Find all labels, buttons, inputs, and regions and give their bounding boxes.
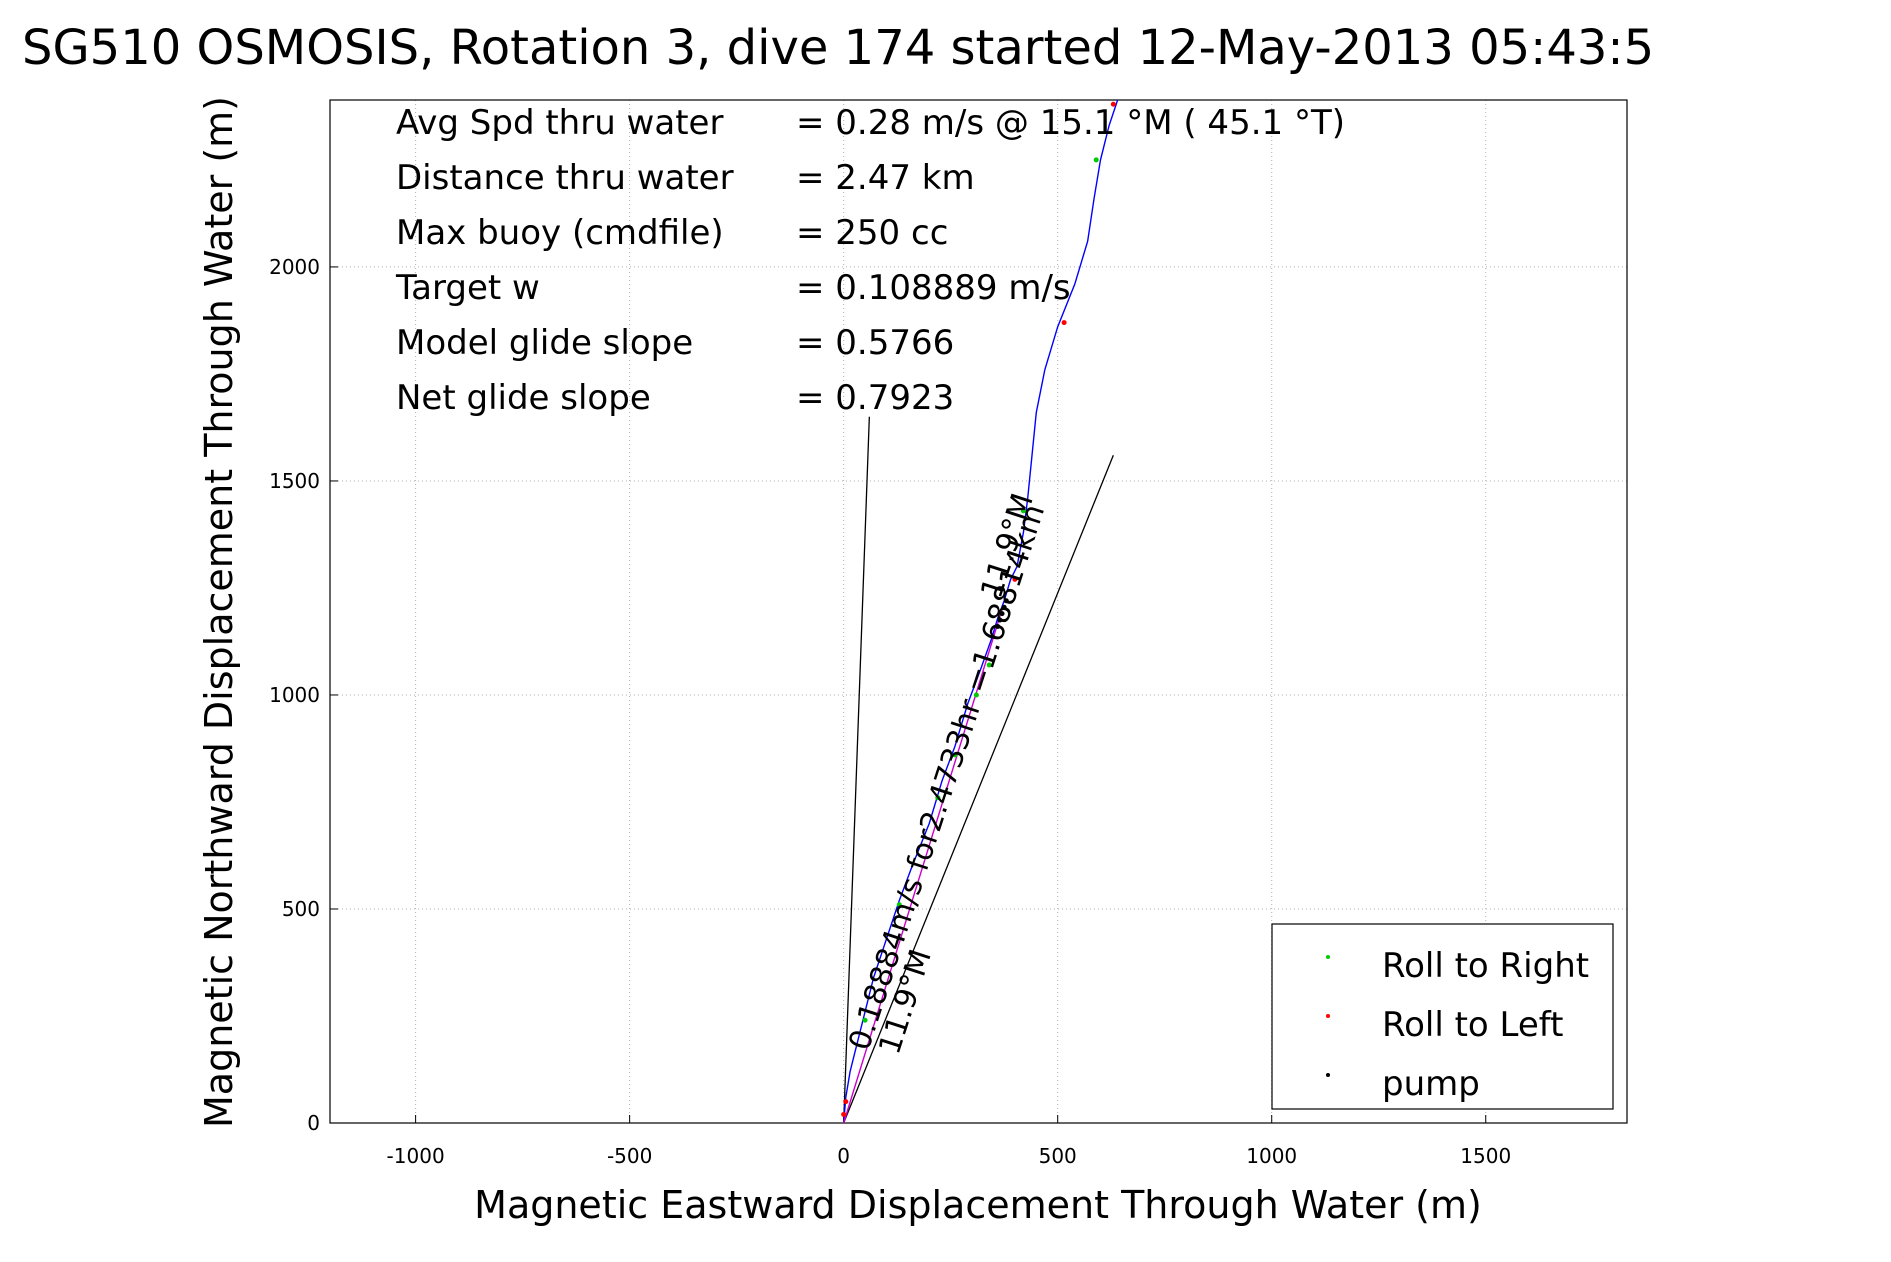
x-axis-ticks: -1000 -500 0 500 1000 1500	[387, 1115, 1511, 1168]
marker-pump	[997, 617, 1003, 623]
stat-label: Distance thru water	[396, 158, 734, 198]
marker-pump	[1003, 598, 1009, 604]
plot-area-frame	[329, 99, 1628, 1124]
marker-roll-to-left	[841, 1111, 847, 1117]
y-tick-label: 0	[307, 1111, 320, 1135]
y-axis-ticks: 0 500 1000 1500 2000	[269, 255, 338, 1135]
stat-label: Max buoy (cmdfile)	[396, 213, 724, 253]
series-track	[842, 99, 1119, 1124]
legend-label-roll-left: Roll to Left	[1382, 1005, 1564, 1045]
y-tick-label: 2000	[269, 255, 320, 279]
track-label-main: 0.18884m/s for2.4733hr =1.68814km	[842, 500, 1052, 1054]
stat-label: Target w	[395, 268, 540, 308]
y-tick-label: 500	[282, 897, 320, 921]
chart-title: SG510 OSMOSIS, Rotation 3, dive 174 star…	[22, 20, 1654, 76]
stat-value: = 2.47 km	[796, 158, 975, 198]
stat-value: = 0.5766	[796, 323, 954, 363]
legend-marker-roll-right	[1326, 955, 1330, 959]
x-tick-label: -500	[607, 1144, 652, 1168]
marker-roll-to-right	[896, 902, 902, 908]
marker-roll-to-right	[1093, 157, 1099, 163]
marker-roll-to-left	[1061, 320, 1067, 326]
stat-value: = 250 cc	[796, 213, 948, 253]
marker-roll-to-right	[952, 752, 958, 758]
legend-label-pump: pump	[1382, 1064, 1480, 1104]
x-tick-label: 1000	[1246, 1144, 1297, 1168]
marker-roll-to-left	[1110, 101, 1116, 107]
legend: Roll to Right Roll to Left pump	[1271, 923, 1614, 1110]
stat-label: Net glide slope	[396, 378, 651, 418]
stat-value: = 0.28 m/s @ 15.1 °M ( 45.1 °T)	[796, 103, 1345, 143]
marker-pump	[999, 611, 1005, 617]
marker-roll-to-right	[935, 795, 941, 801]
x-tick-label: -1000	[387, 1144, 445, 1168]
stat-label: Model glide slope	[396, 323, 693, 363]
marker-pump	[1001, 604, 1007, 610]
y-tick-label: 1000	[269, 683, 320, 707]
marker-pump	[995, 623, 1001, 629]
legend-label-roll-right: Roll to Right	[1382, 946, 1589, 986]
x-tick-label: 0	[837, 1144, 850, 1168]
y-axis-label: Magnetic Northward Displacement Through …	[197, 96, 241, 1128]
x-tick-label: 1500	[1460, 1144, 1511, 1168]
marker-roll-to-left	[843, 1099, 849, 1105]
legend-marker-pump	[1326, 1073, 1330, 1077]
heading-guide-lines	[843, 416, 1114, 1124]
heading-line-1	[843, 416, 870, 1124]
stat-value: = 0.7923	[796, 378, 954, 418]
heading-line-2	[843, 455, 1114, 1124]
stat-value: = 0.108889 m/s	[796, 268, 1071, 308]
marker-roll-to-left	[1012, 576, 1018, 582]
marker-roll-to-right	[973, 692, 979, 698]
roll-markers	[841, 101, 1116, 1117]
marker-roll-to-right	[862, 1017, 868, 1023]
x-axis-label: Magnetic Eastward Displacement Through W…	[474, 1183, 1482, 1227]
marker-roll-to-right	[986, 662, 992, 668]
dive-stats-block: Avg Spd thru water = 0.28 m/s @ 15.1 °M (…	[395, 103, 1345, 418]
y-tick-label: 1500	[269, 469, 320, 493]
stat-label: Avg Spd thru water	[396, 103, 723, 143]
marker-roll-to-right	[1020, 508, 1026, 514]
x-tick-label: 500	[1039, 1144, 1077, 1168]
legend-marker-roll-left	[1326, 1014, 1330, 1018]
